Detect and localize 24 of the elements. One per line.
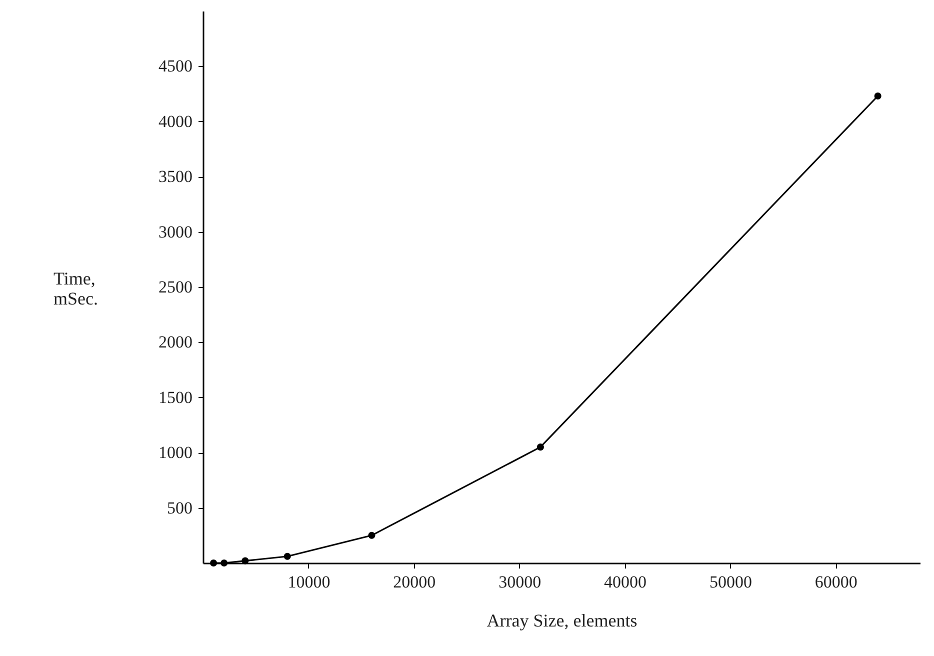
x-tick-label: 60000: [814, 572, 858, 592]
point: [284, 552, 291, 560]
y-tick-label: 3000: [158, 222, 192, 242]
point: [210, 559, 218, 567]
x-tick-label: 40000: [604, 572, 647, 592]
y-tick-label: 2000: [158, 332, 192, 352]
y-axis-title: Time, mSec.: [54, 268, 98, 308]
x-tick-label: 20000: [393, 572, 436, 592]
y-tick-label: 3500: [158, 167, 192, 186]
y-tick-label: 1000: [158, 443, 192, 462]
point: [242, 557, 249, 564]
x-tick-label: 10000: [288, 572, 330, 592]
x-tick-label: 30000: [498, 572, 542, 592]
x-axis-title: Array Size, elements: [486, 610, 638, 630]
point: [536, 444, 544, 451]
y-tick-label: 500: [167, 498, 192, 518]
y-tick-label: 4000: [158, 112, 192, 131]
y-tick-label: 4500: [158, 56, 192, 76]
y-tick-label: 2500: [158, 278, 192, 296]
x-tick-label: 50000: [709, 572, 752, 592]
point: [874, 92, 882, 100]
y-tick-label: 1500: [158, 388, 192, 407]
point: [220, 559, 228, 567]
point: [368, 532, 376, 539]
